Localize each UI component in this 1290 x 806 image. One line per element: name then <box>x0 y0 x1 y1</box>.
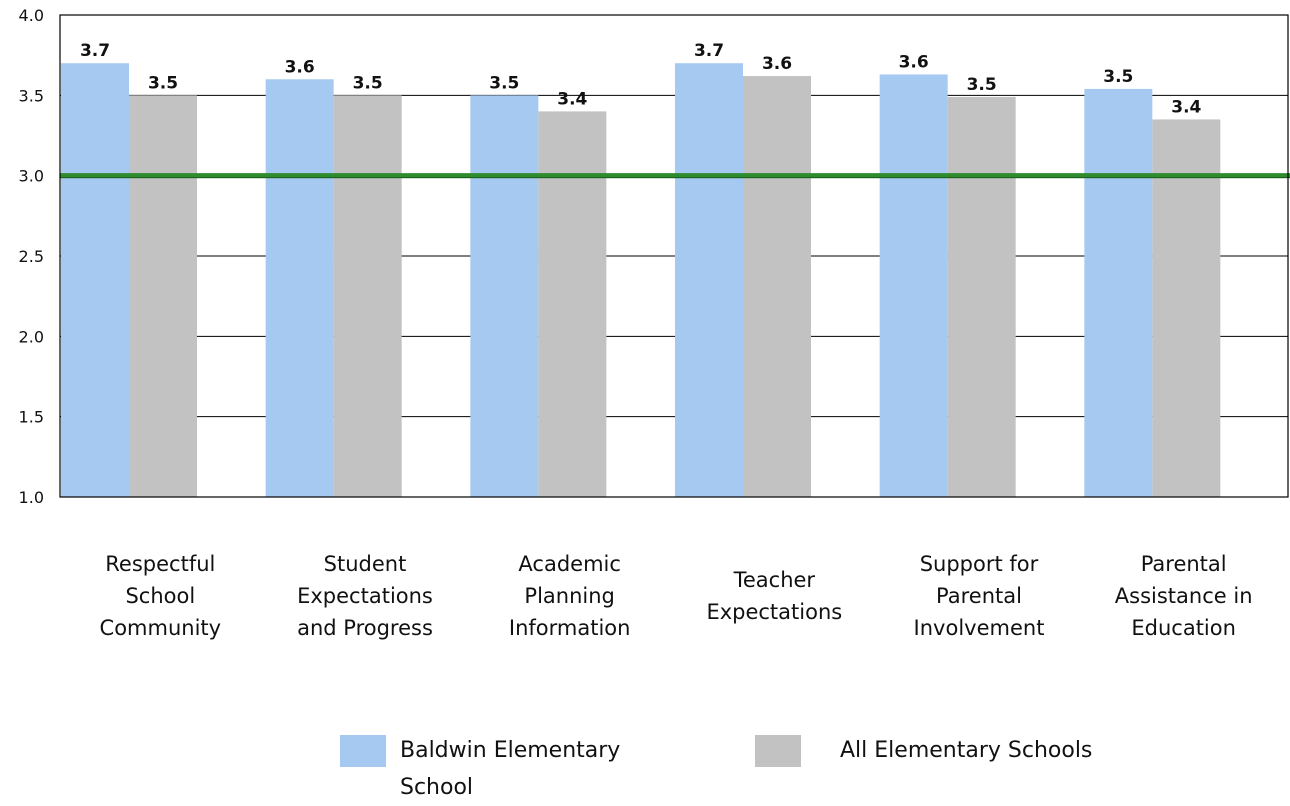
data-label: 3.6 <box>285 57 315 77</box>
x-category-label-line: Involvement <box>913 616 1045 640</box>
x-category-label-line: Planning <box>524 584 615 608</box>
legend-label-baldwin-line2: School <box>400 770 473 806</box>
y-tick-label: 2.5 <box>19 247 44 266</box>
y-tick-label: 3.0 <box>19 167 44 186</box>
data-label: 3.4 <box>557 89 587 109</box>
x-category-label-line: Expectations <box>297 584 433 608</box>
data-label: 3.6 <box>899 52 929 72</box>
bar <box>61 63 129 497</box>
bar <box>743 76 811 497</box>
data-label: 3.5 <box>967 75 997 95</box>
data-label: 3.7 <box>694 41 724 61</box>
data-label: 3.6 <box>762 54 792 74</box>
bar <box>129 95 197 497</box>
bar <box>675 63 743 497</box>
x-category-label-line: Academic <box>518 552 621 576</box>
x-category-label-line: Respectful <box>105 552 216 576</box>
bar <box>265 79 334 498</box>
x-category-label-line: Education <box>1131 616 1236 640</box>
bar <box>538 111 607 498</box>
x-category-label-line: School <box>125 584 196 608</box>
data-label: 3.4 <box>1171 97 1201 117</box>
legend-label-all: All Elementary Schools <box>840 733 1092 769</box>
x-category-label-line: Student <box>323 552 407 576</box>
x-category-label-line: Information <box>508 616 631 640</box>
legend-label-baldwin-line1: Baldwin Elementary <box>400 738 621 763</box>
data-label: 3.5 <box>353 73 383 93</box>
x-category-label-line: Parental <box>936 584 1022 608</box>
x-category-label-line: Parental <box>1140 552 1227 576</box>
bar-chart: 1.0 1.5 2.0 2.5 3.0 3.5 4.0 3.7 3.6 3.5 3.7 3.6 3.5 3… <box>19 6 1290 507</box>
x-category-label: Respectful School Community <box>75 548 245 644</box>
bar <box>333 95 402 497</box>
y-tick-label: 3.5 <box>19 86 44 105</box>
y-tick-label: 2.0 <box>19 327 44 346</box>
x-category-label-line: Teacher <box>733 568 816 592</box>
x-category-label: Academic Planning Information <box>485 548 655 644</box>
bar <box>1084 88 1153 497</box>
legend-label-all-text: All Elementary Schools <box>840 738 1093 763</box>
x-category-label-line: Expectations <box>706 600 843 624</box>
y-tick-label: 1.0 <box>19 488 44 507</box>
y-tick-label: 4.0 <box>19 6 44 25</box>
data-label: 3.5 <box>1103 67 1133 87</box>
bar <box>947 96 1016 497</box>
x-category-label-line: and Progress <box>297 616 433 640</box>
plot-frame <box>59 14 1289 498</box>
x-category-label: Parental Assistance in Education <box>1099 548 1269 644</box>
x-category-label: Teacher Expectations <box>689 564 859 628</box>
y-tick-label: 1.5 <box>19 408 44 427</box>
bar <box>1152 119 1221 497</box>
legend-swatch-all <box>755 735 801 767</box>
data-label: 3.5 <box>148 73 178 93</box>
x-category-label-line: Community <box>99 616 222 640</box>
legend-label-baldwin: Baldwin Elementary <box>400 733 620 769</box>
data-label: 3.5 <box>489 73 519 93</box>
x-category-label: Support for Parental Involvement <box>894 548 1064 644</box>
bar <box>879 74 948 498</box>
data-label: 3.7 <box>80 41 110 61</box>
bar <box>470 95 539 497</box>
x-category-label: Student Expectations and Progress <box>280 548 450 644</box>
x-category-label-line: Assistance in <box>1114 584 1253 608</box>
x-category-label-line: Support for <box>919 552 1039 576</box>
legend-swatch-baldwin <box>340 735 386 767</box>
legend-label-baldwin-line2-text: School <box>400 775 474 800</box>
